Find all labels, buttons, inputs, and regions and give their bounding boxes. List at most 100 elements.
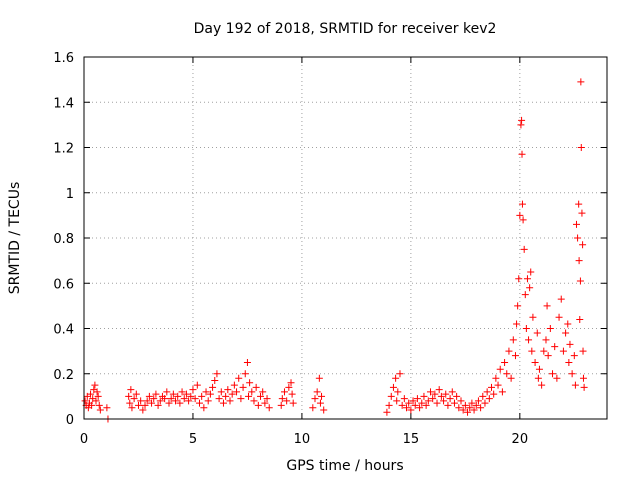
data-point [125, 392, 133, 400]
data-point [211, 377, 219, 385]
data-point [464, 408, 472, 416]
data-point [576, 315, 584, 323]
data-point [470, 406, 478, 414]
data-point [204, 397, 212, 405]
data-point [169, 390, 177, 398]
x-tick-label: 20 [512, 432, 529, 447]
data-point [178, 388, 186, 396]
data-point [228, 390, 236, 398]
data-point [455, 404, 463, 412]
data-point [226, 397, 234, 405]
data-point [529, 313, 537, 321]
data-point [288, 390, 296, 398]
data-point [187, 392, 195, 400]
data-point [580, 383, 588, 391]
data-point [261, 399, 269, 407]
data-point [565, 358, 573, 366]
data-point [468, 399, 476, 407]
data-point [517, 121, 525, 129]
data-point [193, 381, 201, 389]
data-point [145, 392, 153, 400]
data-point [474, 397, 482, 405]
data-point [254, 401, 262, 409]
data-point [579, 347, 587, 355]
data-point [387, 392, 395, 400]
data-point [285, 383, 293, 391]
data-point [576, 277, 584, 285]
data-point [488, 383, 496, 391]
data-point [521, 291, 529, 299]
data-point [224, 386, 232, 394]
data-point [481, 399, 489, 407]
data-point [167, 395, 175, 403]
data-point [213, 370, 221, 378]
data-point [265, 404, 273, 412]
data-point [191, 395, 199, 403]
data-point [318, 392, 326, 400]
data-point [202, 388, 210, 396]
data-point [523, 275, 531, 283]
data-point [280, 388, 288, 396]
data-point [156, 397, 164, 405]
data-point [448, 388, 456, 396]
data-point [396, 370, 404, 378]
x-tick-label: 5 [189, 432, 197, 447]
data-point [246, 379, 254, 387]
data-point [553, 374, 561, 382]
data-point [219, 399, 227, 407]
data-point [154, 401, 162, 409]
data-point [185, 397, 193, 405]
data-point [575, 200, 583, 208]
data-point [182, 390, 190, 398]
data-point [222, 392, 230, 400]
data-point [571, 381, 579, 389]
data-point [407, 406, 415, 414]
data-point [81, 397, 89, 405]
data-point [479, 392, 487, 400]
data-point [233, 388, 241, 396]
data-point [450, 399, 458, 407]
data-point [501, 358, 509, 366]
x-tick-label: 10 [294, 432, 311, 447]
data-point [557, 295, 565, 303]
data-point [95, 401, 103, 409]
data-point [472, 401, 480, 409]
data-point [507, 374, 515, 382]
data-point [393, 397, 401, 405]
y-tick-label: 1 [66, 187, 74, 202]
x-tick-label: 0 [80, 432, 88, 447]
data-point [572, 220, 580, 228]
data-point [245, 392, 253, 400]
data-point [198, 392, 206, 400]
data-point [496, 365, 504, 373]
data-point [526, 284, 534, 292]
data-point [230, 381, 238, 389]
data-point [103, 404, 111, 412]
y-tick-label: 1.4 [53, 96, 74, 111]
data-point [577, 144, 585, 151]
data-point [96, 406, 104, 414]
data-point [511, 352, 519, 360]
data-point [257, 392, 265, 400]
data-point [579, 374, 587, 382]
data-point [577, 78, 585, 86]
data-point [435, 386, 443, 394]
data-point [515, 275, 523, 283]
data-point [237, 395, 245, 403]
data-point [409, 397, 417, 405]
data-point [518, 200, 526, 208]
data-point [514, 302, 522, 310]
data-point [289, 399, 297, 407]
data-point [459, 406, 467, 414]
data-point [248, 388, 256, 396]
data-point [444, 401, 452, 409]
y-axis-label: SRMTID / TECUs [7, 182, 23, 295]
data-point [320, 406, 328, 414]
data-point [453, 392, 461, 400]
data-point [426, 388, 434, 396]
data-point [413, 395, 421, 403]
data-point [127, 386, 135, 394]
data-point [531, 358, 539, 366]
grid [84, 57, 607, 419]
